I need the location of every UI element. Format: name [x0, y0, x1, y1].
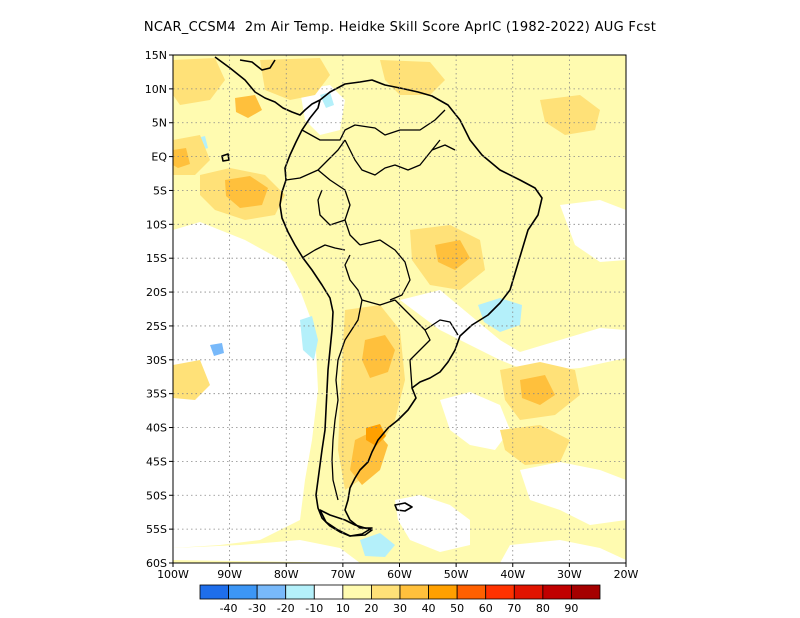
colorbar-swatch	[256, 584, 287, 600]
longitude-labels: 100W 90W 80W 70W 60W 50W 40W 30W 20W	[157, 568, 638, 581]
longitude-label: 100W	[157, 568, 189, 581]
white-regions	[173, 85, 626, 563]
colorbar-swatch	[571, 584, 601, 600]
colorbar-label: 70	[507, 602, 521, 615]
colorbar-swatch	[513, 584, 544, 600]
gridlines	[173, 55, 626, 563]
colorbar-swatch	[199, 584, 229, 600]
colorbar-swatch	[285, 584, 315, 600]
longitude-label: 60W	[387, 568, 412, 581]
latitude-label: 10S	[146, 218, 167, 231]
longitude-label: 20W	[614, 568, 639, 581]
longitude-label: 70W	[330, 568, 355, 581]
colorbar-swatch	[428, 584, 458, 600]
colorbar-label: 50	[450, 602, 464, 615]
latitude-label: EQ	[151, 151, 167, 164]
latitude-label: 35S	[146, 388, 167, 401]
latitude-labels: 15N 10N 5N EQ 5S 10S 15S 20S 25S 30S 35S 40S 45S 50S 5…	[145, 49, 168, 570]
colorbar-swatch	[228, 584, 258, 600]
colorbar-label: 40	[422, 602, 436, 615]
latitude-label: 30S	[146, 354, 167, 367]
colorbar-swatch	[313, 584, 344, 600]
chart-title: NCAR_CCSM4 2m Air Temp. Heidke Skill Sco…	[143, 20, 657, 35]
colorbar-swatch	[342, 584, 372, 600]
colorbar-label: -40	[220, 602, 238, 615]
latitude-label: 50S	[146, 489, 167, 502]
skill-40-regions	[173, 95, 555, 485]
colorbar-swatch	[371, 584, 401, 600]
colorbar	[199, 584, 601, 600]
latitude-label: 15S	[146, 252, 167, 265]
latitude-label: 5S	[153, 184, 167, 197]
latitude-label: 15N	[145, 49, 167, 62]
map-plot-area	[169, 54, 627, 567]
longitude-label: 30W	[557, 568, 582, 581]
latitude-label: 40S	[146, 422, 167, 435]
colorbar-label: 60	[479, 602, 493, 615]
colorbar-labels: -40 -30 -20 -10 10 20 30 40 50 60 70 80 90	[220, 602, 579, 615]
coastlines	[214, 56, 543, 537]
latitude-label: 5N	[152, 117, 167, 130]
colorbar-swatch	[485, 584, 515, 600]
latitude-label: 20S	[146, 286, 167, 299]
colorbar-swatch	[399, 584, 429, 600]
skill-30-regions	[173, 58, 600, 490]
longitude-label: 80W	[274, 568, 299, 581]
latitude-label: 10N	[145, 83, 167, 96]
colorbar-swatch	[456, 584, 487, 600]
latitude-label: 60S	[146, 557, 167, 570]
colorbar-label: -30	[248, 602, 266, 615]
skill-50-regions	[366, 424, 386, 446]
colorbar-label: 90	[564, 602, 578, 615]
country-borders	[285, 109, 459, 501]
longitude-label: 90W	[217, 568, 242, 581]
blue-regions	[210, 343, 224, 356]
latitude-label: 45S	[146, 455, 167, 468]
longitude-label: 50W	[444, 568, 469, 581]
colorbar-label: 20	[364, 602, 378, 615]
colorbar-label: 80	[536, 602, 550, 615]
colorbar-label: 30	[393, 602, 407, 615]
colorbar-label: -20	[277, 602, 295, 615]
longitude-label: 40W	[500, 568, 525, 581]
latitude-label: 25S	[146, 320, 167, 333]
colorbar-label: -10	[305, 602, 323, 615]
colorbar-swatch	[542, 584, 572, 600]
axis-ticks	[169, 54, 627, 567]
colorbar-label: 10	[336, 602, 350, 615]
latitude-label: 55S	[146, 523, 167, 536]
